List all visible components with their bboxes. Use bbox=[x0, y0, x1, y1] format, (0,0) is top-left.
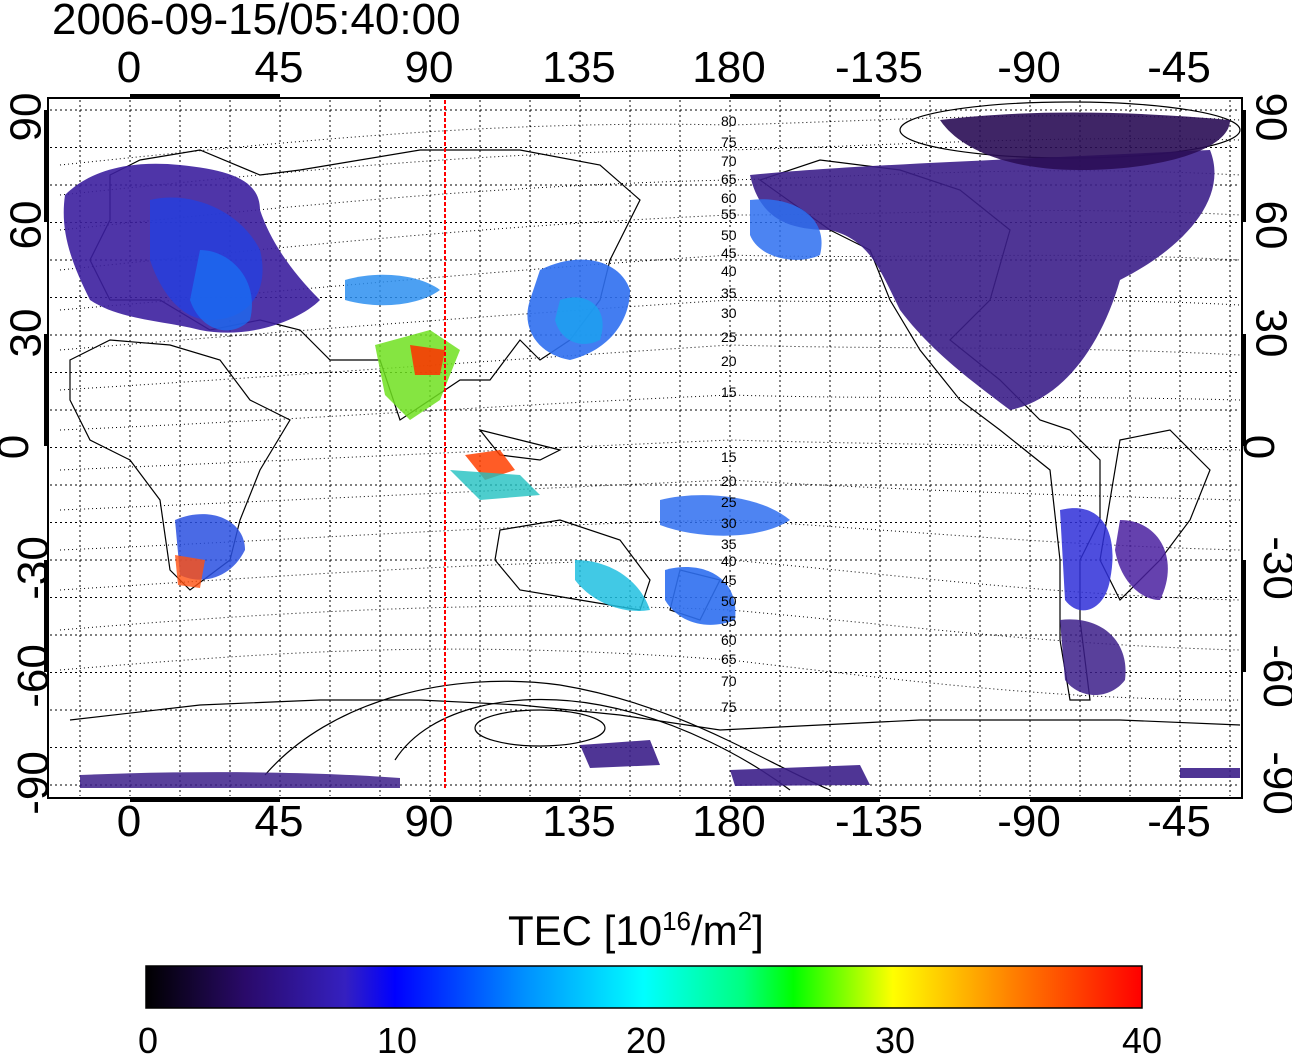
x-tick-bottom: 180 bbox=[692, 797, 766, 846]
x-tick-bottom: -135 bbox=[834, 797, 924, 846]
contour-label: 80 bbox=[721, 113, 737, 129]
x-tick-bottom: 0 bbox=[116, 797, 142, 846]
contour-labels: 8075706560555045403530252015152025303540… bbox=[721, 113, 737, 715]
contour-label: 60 bbox=[721, 632, 737, 648]
colorbar-title: TEC [1016/m2] bbox=[508, 906, 764, 954]
x-tick-bottom: -90 bbox=[997, 797, 1061, 846]
tec-patches bbox=[63, 112, 1240, 788]
contour-label: 35 bbox=[721, 536, 737, 552]
x-tick-top: 0 bbox=[116, 43, 142, 92]
colorbar-tick: 10 bbox=[376, 1020, 418, 1061]
contour-label: 60 bbox=[721, 190, 737, 206]
x-tick-bottom: 135 bbox=[542, 797, 616, 846]
colorbar-tick: 20 bbox=[625, 1020, 667, 1061]
contour-label: 70 bbox=[721, 153, 737, 169]
x-tick-bottom: -45 bbox=[1147, 797, 1211, 846]
colorbar bbox=[145, 965, 1143, 1009]
contour-label: 25 bbox=[721, 494, 737, 510]
contour-label: 75 bbox=[721, 699, 737, 715]
x-tick-top: 180 bbox=[692, 43, 766, 92]
contour-label: 45 bbox=[721, 572, 737, 588]
contour-label: 40 bbox=[721, 263, 737, 279]
map-title: 2006-09-15/05:40:00 bbox=[52, 0, 461, 44]
x-tick-top: -135 bbox=[834, 43, 924, 92]
contour-label: 65 bbox=[721, 171, 737, 187]
contour-label: 40 bbox=[721, 553, 737, 569]
frame-ticks bbox=[44, 94, 1246, 802]
contour-label: 70 bbox=[721, 673, 737, 689]
contour-label: 55 bbox=[721, 613, 737, 629]
contour-label: 30 bbox=[721, 305, 737, 321]
contour-label: 15 bbox=[721, 449, 737, 465]
x-tick-bottom: 45 bbox=[254, 797, 304, 846]
colorbar-tick: 0 bbox=[137, 1020, 159, 1061]
contour-label: 45 bbox=[721, 245, 737, 261]
contour-label: 35 bbox=[721, 285, 737, 301]
x-tick-bottom: 90 bbox=[404, 797, 454, 846]
colorbar-tick: 40 bbox=[1121, 1020, 1163, 1061]
contour-label: 50 bbox=[721, 593, 737, 609]
x-tick-top: 45 bbox=[254, 43, 304, 92]
colorbar-tick: 30 bbox=[874, 1020, 916, 1061]
x-tick-top: 135 bbox=[542, 43, 616, 92]
contour-label: 55 bbox=[721, 206, 737, 222]
contour-label: 65 bbox=[721, 651, 737, 667]
x-tick-top: -45 bbox=[1147, 43, 1211, 92]
contour-label: 50 bbox=[721, 227, 737, 243]
x-tick-top: 90 bbox=[404, 43, 454, 92]
contour-label: 15 bbox=[721, 384, 737, 400]
contour-label: 20 bbox=[721, 353, 737, 369]
contour-label: 20 bbox=[721, 473, 737, 489]
contour-label: 30 bbox=[721, 515, 737, 531]
x-tick-top: -90 bbox=[997, 43, 1061, 92]
contour-label: 75 bbox=[721, 134, 737, 150]
contour-label: 25 bbox=[721, 329, 737, 345]
